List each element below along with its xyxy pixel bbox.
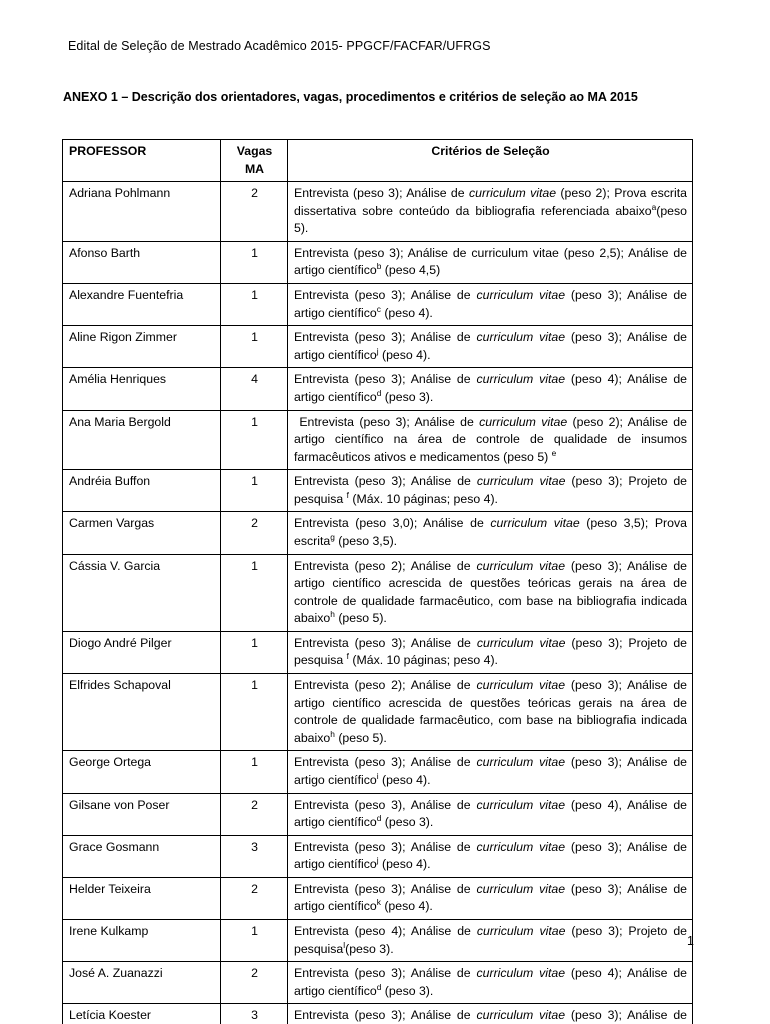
selection-criteria: Entrevista (peso 3); Análise de curricul… bbox=[287, 367, 693, 411]
vagas-count: 2 bbox=[220, 876, 288, 920]
table-row: Irene Kulkamp 1 Entrevista (peso 4); Análi… bbox=[62, 918, 693, 963]
table-row: Adriana Pohlmann 2 Entrevista (peso 3); An… bbox=[62, 181, 693, 242]
vagas-count: 1 bbox=[220, 630, 288, 675]
selection-criteria: Entrevista (peso 3); Análise de curricul… bbox=[287, 325, 693, 369]
table-row: Letícia Koester 3 Entrevista (peso 3); Aná… bbox=[62, 1003, 693, 1024]
vagas-count: 2 bbox=[220, 511, 288, 555]
selection-criteria: Entrevista (peso 3), Análise de curricul… bbox=[287, 792, 693, 836]
professor-name: Letícia Koester bbox=[62, 1003, 221, 1024]
professor-name: Ana Maria Bergold bbox=[62, 409, 221, 471]
table-row: Alexandre Fuentefria 1 Entrevista (peso 3)… bbox=[62, 283, 693, 327]
table-row: Elfrides Schapoval 1 Entrevista (peso 2); … bbox=[62, 673, 693, 752]
column-header-vagas: Vagas MA bbox=[220, 138, 288, 183]
column-header-vagas-line1: Vagas bbox=[236, 144, 273, 158]
vagas-count: 1 bbox=[220, 918, 288, 963]
table-row: Andréia Buffon 1 Entrevista (peso 3); Anál… bbox=[62, 469, 693, 513]
professor-name: Afonso Barth bbox=[62, 240, 221, 285]
selection-criteria: Entrevista (peso 3); Análise de curricul… bbox=[287, 630, 693, 675]
table-header-row: PROFESSOR Vagas MA Critérios de Seleção bbox=[62, 138, 693, 183]
professor-name: Aline Rigon Zimmer bbox=[62, 325, 221, 369]
document-header: Edital de Seleção de Mestrado Acadêmico … bbox=[68, 39, 491, 53]
table-row: Carmen Vargas 2 Entrevista (peso 3,0); Aná… bbox=[62, 511, 693, 555]
table-row: Aline Rigon Zimmer 1 Entrevista (peso 3); … bbox=[62, 325, 693, 369]
column-header-vagas-line2: MA bbox=[244, 161, 265, 176]
vagas-count: 2 bbox=[220, 792, 288, 836]
vagas-count: 1 bbox=[220, 283, 288, 327]
table-row: Afonso Barth 1 Entrevista (peso 3); Anális… bbox=[62, 240, 693, 285]
professor-name: Irene Kulkamp bbox=[62, 918, 221, 963]
table-row: Diogo André Pilger 1 Entrevista (peso 3); … bbox=[62, 630, 693, 675]
table-row: Cássia V. Garcia 1 Entrevista (peso 2); An… bbox=[62, 553, 693, 632]
vagas-count: 2 bbox=[220, 181, 288, 242]
table-row: Ana Maria Bergold 1 Entrevista (peso 3); … bbox=[62, 409, 693, 471]
selection-criteria-table: PROFESSOR Vagas MA Critérios de Seleção … bbox=[62, 138, 693, 1024]
professor-name: Carmen Vargas bbox=[62, 511, 221, 555]
column-header-criterios: Critérios de Seleção bbox=[287, 138, 693, 183]
vagas-count: 3 bbox=[220, 834, 288, 878]
vagas-count: 3 bbox=[220, 1003, 288, 1024]
table-row: Amélia Henriques 4 Entrevista (peso 3); An… bbox=[62, 367, 693, 411]
selection-criteria: Entrevista (peso 3); Análise de curricul… bbox=[287, 750, 693, 794]
selection-criteria: Entrevista (peso 3); Análise de curricul… bbox=[287, 834, 693, 878]
professor-name: Elfrides Schapoval bbox=[62, 673, 221, 752]
professor-name: Diogo André Pilger bbox=[62, 630, 221, 675]
column-header-professor: PROFESSOR bbox=[62, 138, 221, 183]
table-row: Helder Teixeira 2 Entrevista (peso 3); Aná… bbox=[62, 876, 693, 920]
selection-criteria: Entrevista (peso 3); Análise de curricul… bbox=[287, 1003, 693, 1024]
vagas-count: 1 bbox=[220, 673, 288, 752]
table-row: José A. Zuanazzi 2 Entrevista (peso 3); An… bbox=[62, 961, 693, 1005]
selection-criteria: Entrevista (peso 3); Análise de curricul… bbox=[287, 409, 693, 471]
table-body: Adriana Pohlmann 2 Entrevista (peso 3); An… bbox=[62, 181, 693, 1024]
table-row: George Ortega 1 Entrevista (peso 3); Análi… bbox=[62, 750, 693, 794]
selection-criteria: Entrevista (peso 3); Análise de curricul… bbox=[287, 876, 693, 920]
selection-criteria: Entrevista (peso 2); Análise de curricul… bbox=[287, 553, 693, 632]
vagas-count: 1 bbox=[220, 750, 288, 794]
selection-criteria: Entrevista (peso 3); Análise de curricul… bbox=[287, 961, 693, 1005]
professor-name: Andréia Buffon bbox=[62, 469, 221, 513]
page-number: 1 bbox=[687, 934, 694, 948]
selection-criteria: Entrevista (peso 3); Análise de curricul… bbox=[287, 469, 693, 513]
selection-criteria: Entrevista (peso 3); Análise de curricul… bbox=[287, 240, 693, 285]
selection-criteria: Entrevista (peso 3); Análise de curricul… bbox=[287, 181, 693, 242]
selection-criteria: Entrevista (peso 3); Análise de curricul… bbox=[287, 283, 693, 327]
professor-name: Amélia Henriques bbox=[62, 367, 221, 411]
vagas-count: 1 bbox=[220, 469, 288, 513]
vagas-count: 1 bbox=[220, 325, 288, 369]
vagas-count: 1 bbox=[220, 553, 288, 632]
professor-name: Alexandre Fuentefria bbox=[62, 283, 221, 327]
professor-name: George Ortega bbox=[62, 750, 221, 794]
professor-name: Helder Teixeira bbox=[62, 876, 221, 920]
professor-name: Grace Gosmann bbox=[62, 834, 221, 878]
vagas-count: 4 bbox=[220, 367, 288, 411]
page-title: ANEXO 1 – Descrição dos orientadores, va… bbox=[63, 90, 638, 104]
vagas-count: 2 bbox=[220, 961, 288, 1005]
selection-criteria: Entrevista (peso 4); Análise de curricul… bbox=[287, 918, 693, 963]
table-row: Grace Gosmann 3 Entrevista (peso 3); Análi… bbox=[62, 834, 693, 878]
professor-name: José A. Zuanazzi bbox=[62, 961, 221, 1005]
professor-name: Cássia V. Garcia bbox=[62, 553, 221, 632]
vagas-count: 1 bbox=[220, 240, 288, 285]
professor-name: Gilsane von Poser bbox=[62, 792, 221, 836]
vagas-count: 1 bbox=[220, 409, 288, 471]
selection-criteria: Entrevista (peso 3,0); Análise de curric… bbox=[287, 511, 693, 555]
selection-criteria: Entrevista (peso 2); Análise de curricul… bbox=[287, 673, 693, 752]
professor-name: Adriana Pohlmann bbox=[62, 181, 221, 242]
table-row: Gilsane von Poser 2 Entrevista (peso 3), A… bbox=[62, 792, 693, 836]
